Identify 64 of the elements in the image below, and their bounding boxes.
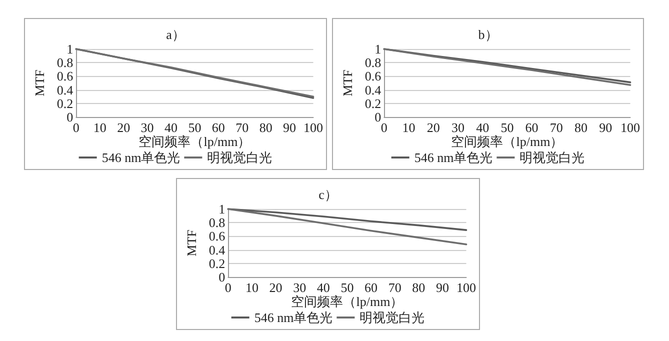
y-tick-label: 0.6 [364, 68, 382, 84]
y-tick-label: 1 [66, 42, 74, 56]
y-tick-label: 1 [374, 42, 382, 56]
x-tick-label: 60 [212, 120, 225, 135]
y-tick-label: 0.2 [56, 96, 74, 111]
x-tick-label: 10 [93, 120, 106, 135]
x-tick-label: 70 [550, 120, 563, 135]
x-tick-label: 30 [293, 280, 306, 295]
line-series [227, 208, 468, 246]
x-tick-label: 80 [259, 120, 272, 135]
y-tick-label: 0 [66, 110, 74, 124]
x-tick-label: 20 [426, 120, 440, 135]
y-tick-label: 0.4 [208, 242, 226, 258]
y-axis-title: MTF [184, 230, 199, 256]
legend-label: 明视觉白光 [360, 310, 425, 325]
x-tick-label: 100 [456, 280, 476, 295]
y-tick-label: 0.2 [208, 256, 226, 271]
legend-label: 546 nm单色光 [254, 310, 333, 325]
chart-title: a） [166, 27, 185, 42]
x-tick-label: 40 [316, 280, 330, 295]
legend-label: 明视觉白光 [520, 150, 585, 165]
y-tick-label: 0.6 [56, 68, 74, 84]
x-tick-label: 30 [140, 120, 154, 135]
x-tick-label: 40 [476, 120, 490, 135]
x-tick-label: 70 [236, 120, 249, 135]
y-tick-label: 0.6 [208, 228, 226, 244]
y-axis-title: MTF [32, 70, 47, 96]
x-tick-label: 80 [412, 280, 426, 295]
x-tick-label: 20 [117, 120, 130, 135]
x-tick-label: 50 [340, 280, 354, 295]
x-tick-label: 10 [402, 120, 416, 135]
x-tick-label: 90 [283, 120, 296, 135]
x-tick-label: 50 [500, 120, 514, 135]
x-tick-label: 50 [188, 120, 202, 135]
x-axis-title: 空间频率（lp/mm） [138, 134, 251, 149]
x-tick-label: 90 [436, 280, 449, 295]
y-tick-label: 0.8 [208, 215, 226, 230]
chart-title: b） [478, 27, 498, 42]
x-tick-label: 60 [525, 120, 538, 135]
y-tick-label: 0.4 [364, 82, 382, 98]
legend-label: 546 nm单色光 [102, 150, 180, 165]
x-axis-title: 空间频率（lp/mm） [291, 294, 404, 309]
x-tick-label: 60 [364, 280, 378, 295]
legend-label: 明视觉白光 [207, 150, 272, 165]
y-tick-label: 0.8 [364, 55, 382, 70]
x-tick-label: 40 [164, 120, 178, 135]
x-tick-label: 100 [620, 120, 640, 135]
y-tick-label: 0.2 [364, 96, 382, 111]
legend-label: 546 nm单色光 [414, 150, 493, 165]
y-axis-title: MTF [340, 70, 355, 96]
x-axis-title: 空间频率（lp/mm） [451, 134, 564, 149]
y-tick-label: 0.8 [56, 55, 74, 70]
chart-title: c） [318, 187, 338, 202]
x-tick-label: 70 [388, 280, 402, 295]
x-tick-label: 80 [574, 120, 588, 135]
x-tick-label: 10 [245, 280, 258, 295]
y-tick-label: 0 [218, 270, 226, 284]
x-tick-label: 90 [599, 120, 612, 135]
x-tick-label: 100 [304, 120, 323, 135]
x-tick-label: 20 [269, 280, 282, 295]
y-tick-label: 1 [218, 202, 226, 216]
x-tick-label: 30 [451, 120, 464, 135]
y-tick-label: 0.4 [56, 82, 74, 98]
y-tick-label: 0 [374, 110, 382, 124]
